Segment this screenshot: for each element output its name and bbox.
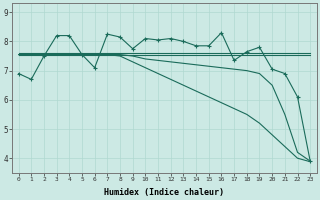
- X-axis label: Humidex (Indice chaleur): Humidex (Indice chaleur): [104, 188, 224, 197]
